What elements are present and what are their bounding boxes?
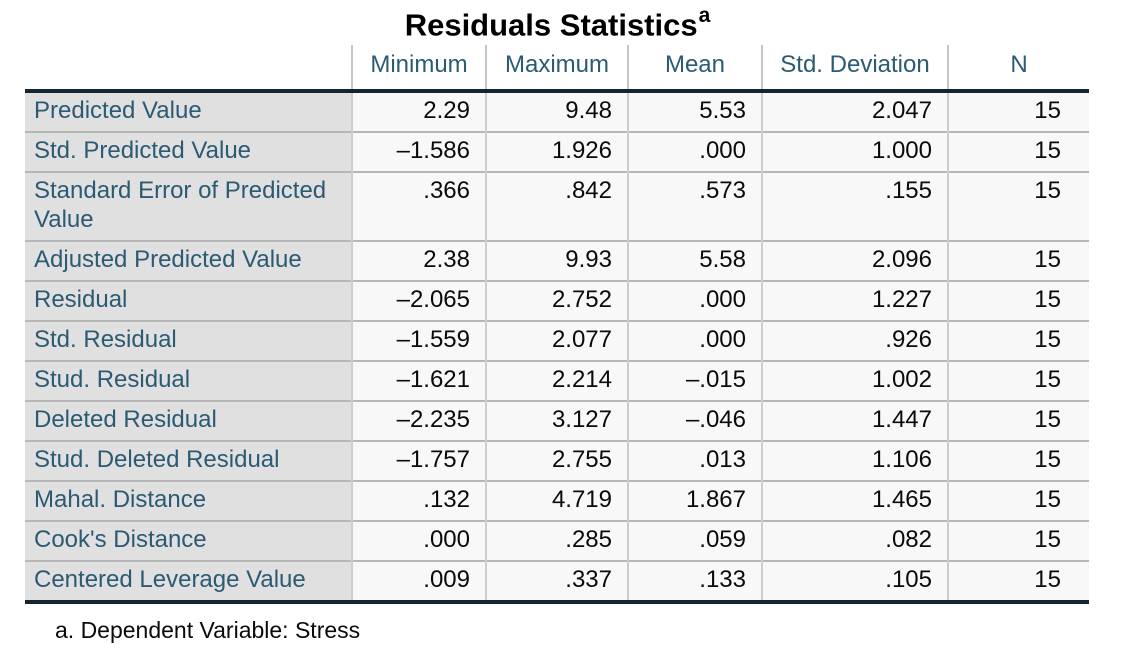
- row-label: Adjusted Predicted Value: [25, 240, 352, 282]
- table-title-text: Residuals Statistics: [404, 7, 698, 43]
- cell-mean: –.015: [627, 360, 762, 402]
- cell-n: 15: [947, 520, 1089, 562]
- cell-n: 15: [947, 131, 1089, 173]
- table-row: Centered Leverage Value .009 .337 .133 .…: [25, 560, 1089, 605]
- cell-minimum: –1.621: [351, 360, 486, 402]
- cell-minimum: –1.586: [351, 131, 486, 173]
- cell-maximum: 1.926: [485, 131, 628, 173]
- residuals-statistics-table[interactable]: Minimum Maximum Mean Std. Deviation N Pr…: [25, 45, 1089, 605]
- header-row: Minimum Maximum Mean Std. Deviation N: [25, 45, 1089, 94]
- cell-n: 15: [947, 560, 1089, 605]
- cell-n: 15: [947, 240, 1089, 282]
- cell-minimum: –2.235: [351, 400, 486, 442]
- cell-n: 15: [947, 320, 1089, 362]
- table-row: Predicted Value 2.29 9.48 5.53 2.047 15: [25, 91, 1089, 133]
- cell-std-deviation: .155: [761, 171, 948, 242]
- cell-maximum: .285: [485, 520, 628, 562]
- cell-minimum: .009: [351, 560, 486, 605]
- corner-cell: [25, 45, 352, 94]
- cell-mean: .000: [627, 320, 762, 362]
- cell-maximum: 9.93: [485, 240, 628, 282]
- table-row: Stud. Deleted Residual –1.757 2.755 .013…: [25, 440, 1089, 482]
- row-label: Predicted Value: [25, 91, 352, 133]
- cell-n: 15: [947, 280, 1089, 322]
- table-title: Residuals Statisticsa: [25, 4, 1089, 43]
- title-footnote-marker: a: [698, 4, 711, 27]
- table-row: Std. Residual –1.559 2.077 .000 .926 15: [25, 320, 1089, 362]
- row-label: Std. Residual: [25, 320, 352, 362]
- cell-std-deviation: 1.465: [761, 480, 948, 522]
- cell-maximum: 2.077: [485, 320, 628, 362]
- row-label: Cook's Distance: [25, 520, 352, 562]
- cell-mean: 1.867: [627, 480, 762, 522]
- cell-std-deviation: 1.227: [761, 280, 948, 322]
- cell-minimum: 2.29: [351, 91, 486, 133]
- cell-std-deviation: 2.096: [761, 240, 948, 282]
- cell-n: 15: [947, 480, 1089, 522]
- cell-maximum: 3.127: [485, 400, 628, 442]
- cell-mean: .059: [627, 520, 762, 562]
- row-label: Stud. Deleted Residual: [25, 440, 352, 482]
- cell-maximum: 2.752: [485, 280, 628, 322]
- col-header-mean: Mean: [627, 45, 762, 94]
- cell-std-deviation: 1.000: [761, 131, 948, 173]
- cell-minimum: .000: [351, 520, 486, 562]
- cell-minimum: .366: [351, 171, 486, 242]
- cell-std-deviation: 1.106: [761, 440, 948, 482]
- row-label: Residual: [25, 280, 352, 322]
- cell-minimum: –1.559: [351, 320, 486, 362]
- cell-maximum: 9.48: [485, 91, 628, 133]
- cell-std-deviation: .926: [761, 320, 948, 362]
- cell-n: 15: [947, 440, 1089, 482]
- col-header-minimum: Minimum: [351, 45, 486, 94]
- table-row: Cook's Distance .000 .285 .059 .082 15: [25, 520, 1089, 562]
- table-row: Deleted Residual –2.235 3.127 –.046 1.44…: [25, 400, 1089, 442]
- cell-maximum: 2.755: [485, 440, 628, 482]
- col-header-maximum: Maximum: [485, 45, 628, 94]
- table-row: Residual –2.065 2.752 .000 1.227 15: [25, 280, 1089, 322]
- cell-mean: –.046: [627, 400, 762, 442]
- cell-std-deviation: .105: [761, 560, 948, 605]
- row-label: Deleted Residual: [25, 400, 352, 442]
- table-row: Mahal. Distance .132 4.719 1.867 1.465 1…: [25, 480, 1089, 522]
- row-label: Standard Error of Predicted Value: [25, 171, 352, 242]
- col-header-std-deviation: Std. Deviation: [761, 45, 948, 94]
- row-label: Centered Leverage Value: [25, 560, 352, 605]
- cell-maximum: 2.214: [485, 360, 628, 402]
- table-row: Stud. Residual –1.621 2.214 –.015 1.002 …: [25, 360, 1089, 402]
- cell-mean: .573: [627, 171, 762, 242]
- col-header-n: N: [947, 45, 1089, 94]
- cell-mean: 5.58: [627, 240, 762, 282]
- cell-n: 15: [947, 91, 1089, 133]
- cell-std-deviation: .082: [761, 520, 948, 562]
- cell-n: 15: [947, 360, 1089, 402]
- cell-minimum: 2.38: [351, 240, 486, 282]
- row-label: Stud. Residual: [25, 360, 352, 402]
- cell-n: 15: [947, 400, 1089, 442]
- cell-mean: .013: [627, 440, 762, 482]
- cell-n: 15: [947, 171, 1089, 242]
- cell-maximum: 4.719: [485, 480, 628, 522]
- table-row: Std. Predicted Value –1.586 1.926 .000 1…: [25, 131, 1089, 173]
- cell-maximum: .337: [485, 560, 628, 605]
- row-label: Std. Predicted Value: [25, 131, 352, 173]
- table-footnote: a. Dependent Variable: Stress: [55, 617, 361, 644]
- cell-mean: 5.53: [627, 91, 762, 133]
- cell-mean: .133: [627, 560, 762, 605]
- cell-mean: .000: [627, 131, 762, 173]
- table-body: Predicted Value 2.29 9.48 5.53 2.047 15 …: [25, 91, 1089, 605]
- cell-std-deviation: 1.447: [761, 400, 948, 442]
- table-row: Standard Error of Predicted Value .366 .…: [25, 171, 1089, 242]
- cell-mean: .000: [627, 280, 762, 322]
- cell-minimum: –2.065: [351, 280, 486, 322]
- cell-std-deviation: 1.002: [761, 360, 948, 402]
- cell-maximum: .842: [485, 171, 628, 242]
- table-row: Adjusted Predicted Value 2.38 9.93 5.58 …: [25, 240, 1089, 282]
- cell-minimum: –1.757: [351, 440, 486, 482]
- cell-std-deviation: 2.047: [761, 91, 948, 133]
- row-label: Mahal. Distance: [25, 480, 352, 522]
- cell-minimum: .132: [351, 480, 486, 522]
